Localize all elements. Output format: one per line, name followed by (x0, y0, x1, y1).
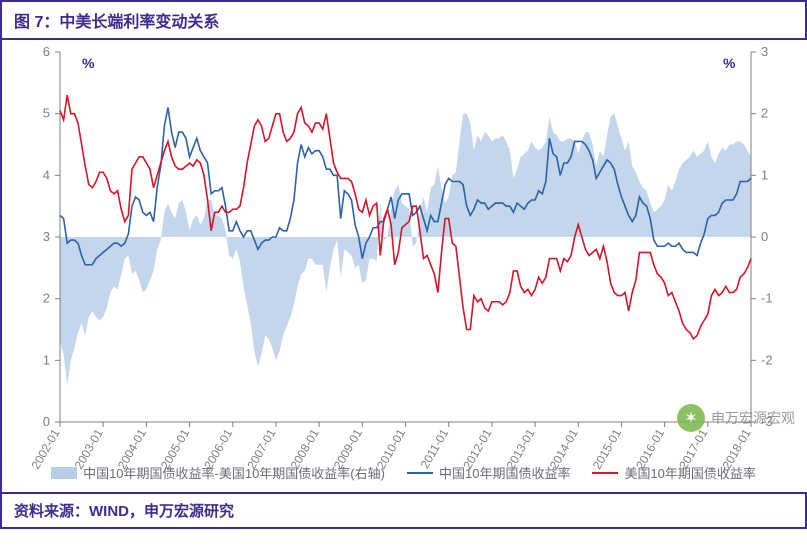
svg-text:5: 5 (43, 106, 50, 121)
title-bar: 图 7：中美长端利率变动关系 (2, 2, 805, 40)
chart-region: 0123456-3-2-10123%%2002-012003-012004-01… (2, 40, 805, 492)
svg-text:%: % (82, 55, 95, 71)
watermark-text: 申万宏源宏观 (711, 408, 795, 428)
svg-text:-2: -2 (761, 352, 773, 367)
legend-item-us: 美国10年期国债收益率 (592, 463, 755, 482)
legend-item-china: 中国10年期国债收益率 (407, 463, 570, 482)
watermark: ✶ 申万宏源宏观 (677, 404, 795, 432)
legend-swatch (592, 472, 618, 474)
svg-text:3: 3 (761, 44, 768, 59)
svg-text:2: 2 (43, 291, 50, 306)
legend-swatch (51, 467, 77, 479)
source-text: 资料来源：WIND，申万宏源研究 (14, 503, 234, 520)
svg-text:1: 1 (761, 167, 768, 182)
legend-item-spread: 中国10年期国债收益率-美国10年期国债收益率(右轴) (51, 463, 385, 482)
svg-text:0: 0 (761, 229, 768, 244)
svg-text:-1: -1 (761, 291, 773, 306)
legend: 中国10年期国债收益率-美国10年期国债收益率(右轴) 中国10年期国债收益率 美国… (2, 455, 805, 492)
svg-text:0: 0 (43, 414, 50, 429)
legend-label: 中国10年期国债收益率-美国10年期国债收益率(右轴) (83, 463, 385, 482)
svg-text:6: 6 (43, 44, 50, 59)
figure-block: 图 7：中美长端利率变动关系 0123456-3-2-10123%%2002-0… (0, 0, 807, 529)
svg-text:3: 3 (43, 229, 50, 244)
svg-text:1: 1 (43, 352, 50, 367)
svg-text:%: % (723, 55, 736, 71)
source-bar: 资料来源：WIND，申万宏源研究 (2, 492, 805, 527)
figure-title: 图 7：中美长端利率变动关系 (14, 14, 219, 31)
legend-label: 中国10年期国债收益率 (439, 463, 570, 482)
legend-label: 美国10年期国债收益率 (624, 463, 755, 482)
svg-text:4: 4 (43, 167, 50, 182)
svg-text:2: 2 (761, 106, 768, 121)
legend-swatch (407, 472, 433, 474)
wechat-icon: ✶ (677, 404, 705, 432)
